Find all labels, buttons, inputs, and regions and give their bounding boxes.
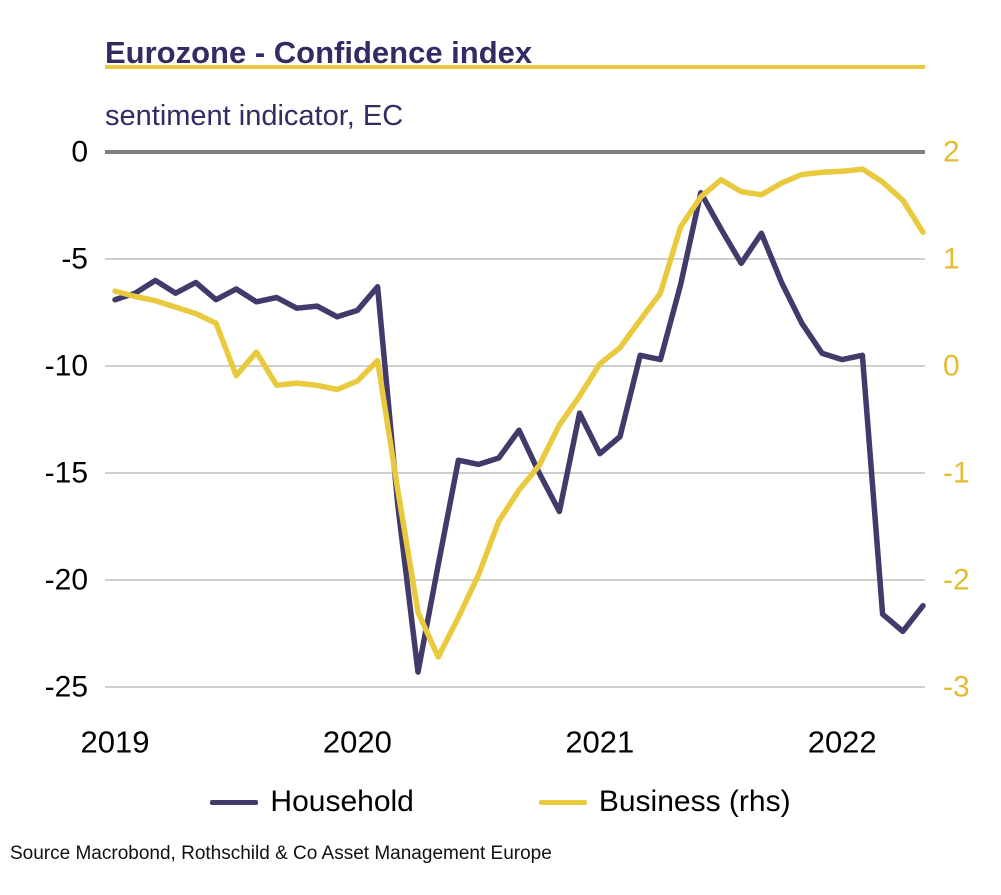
right-axis-tick-label: -2 [943, 564, 970, 597]
left-axis-tick-label: -15 [45, 457, 88, 490]
left-axis-tick-label: -20 [45, 564, 88, 597]
x-axis-tick-label: 2021 [565, 725, 634, 760]
household-line-swatch [210, 799, 259, 805]
x-axis-tick-label: 2020 [323, 725, 392, 760]
page-title: Eurozone - Confidence index [105, 34, 533, 70]
right-axis-tick-label: 1 [943, 243, 960, 276]
title-divider-rule [105, 65, 925, 69]
left-axis-tick-label: -5 [61, 243, 88, 276]
left-axis-tick-label: 0 [71, 136, 88, 169]
right-axis-tick-label: 2 [943, 136, 960, 169]
right-axis-tick-label: -1 [943, 457, 970, 490]
household-series-line [112, 189, 926, 675]
chart-legend: Household Business (rhs) [0, 781, 1001, 823]
business-line-swatch [538, 799, 587, 805]
left-axis-tick-label: -10 [45, 350, 88, 383]
right-axis-tick-label: -3 [943, 671, 970, 704]
legend-label-household: Household [270, 785, 414, 818]
legend-label-business: Business (rhs) [598, 785, 791, 818]
left-axis-tick-label: -25 [45, 671, 88, 704]
legend-item-household: Household [210, 785, 414, 819]
chart-subtitle: sentiment indicator, EC [105, 100, 404, 132]
x-axis-tick-label: 2022 [808, 725, 877, 760]
business-series-line [112, 166, 926, 660]
source-attribution: Source Macrobond, Rothschild & Co Asset … [10, 843, 552, 864]
x-axis-tick-label: 2019 [81, 725, 150, 760]
right-axis-tick-label: 0 [943, 350, 960, 383]
legend-item-business: Business (rhs) [538, 785, 791, 819]
